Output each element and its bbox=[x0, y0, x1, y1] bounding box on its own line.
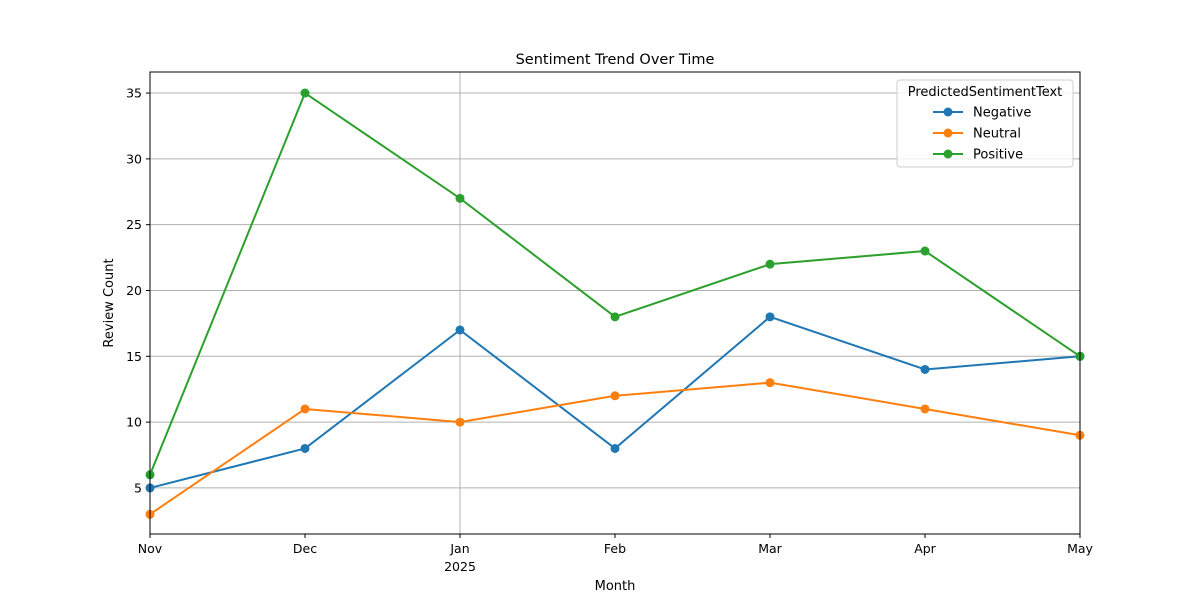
chart-title: Sentiment Trend Over Time bbox=[516, 52, 715, 68]
data-point-neutral bbox=[455, 417, 465, 427]
data-point-negative bbox=[300, 443, 310, 453]
data-point-positive bbox=[610, 312, 620, 322]
y-tick-label: 35 bbox=[126, 86, 142, 101]
legend-marker-negative bbox=[943, 107, 953, 117]
legend-marker-neutral bbox=[943, 128, 953, 138]
series-negative bbox=[145, 312, 1085, 493]
legend-box bbox=[896, 79, 1074, 168]
y-tick-label: 10 bbox=[126, 415, 142, 430]
legend-label-neutral: Neutral bbox=[973, 127, 1021, 142]
data-point-neutral bbox=[300, 404, 310, 414]
y-axis: 5 10 15 20 25 30 35 bbox=[126, 86, 150, 495]
data-point-negative bbox=[455, 325, 465, 335]
data-point-positive bbox=[455, 193, 465, 203]
legend-label-positive: Positive bbox=[973, 148, 1023, 163]
data-point-neutral bbox=[610, 391, 620, 401]
x-tick-label: May bbox=[1067, 541, 1093, 556]
legend-marker-positive bbox=[943, 149, 953, 159]
y-tick-label: 5 bbox=[134, 480, 142, 495]
x-tick-label: Nov bbox=[138, 541, 163, 556]
data-point-negative bbox=[610, 443, 620, 453]
y-tick-label: 20 bbox=[126, 283, 142, 298]
data-point-negative bbox=[920, 364, 930, 374]
y-axis-label: Review Count bbox=[102, 258, 117, 347]
legend: PredictedSentimentText Negative Neutral Pos… bbox=[896, 79, 1074, 168]
x-tick-label: Mar bbox=[758, 541, 782, 556]
series-line-negative bbox=[149, 315, 1081, 489]
legend-title: PredictedSentimentText bbox=[908, 85, 1063, 100]
data-point-negative bbox=[765, 312, 775, 322]
data-point-positive bbox=[765, 259, 775, 269]
data-point-neutral bbox=[920, 404, 930, 414]
series-positive bbox=[145, 88, 1085, 480]
y-tick-label: 30 bbox=[126, 151, 142, 166]
data-point-positive bbox=[300, 88, 310, 98]
x-tick-label: Dec bbox=[293, 541, 317, 556]
x-axis-label: Month bbox=[595, 579, 636, 594]
legend-label-negative: Negative bbox=[973, 106, 1031, 121]
data-point-neutral bbox=[765, 378, 775, 388]
series-neutral bbox=[145, 378, 1085, 519]
y-tick-label: 15 bbox=[126, 349, 142, 364]
x-tick-label: Feb bbox=[604, 541, 626, 556]
y-tick-label: 25 bbox=[126, 217, 142, 232]
data-point-positive bbox=[920, 246, 930, 256]
plot-area bbox=[145, 88, 1085, 519]
x-axis: Nov Dec Jan 2025 Feb Mar Apr May bbox=[138, 534, 1094, 574]
x-tick-year-label: 2025 bbox=[444, 559, 476, 574]
x-tick-label: Apr bbox=[914, 541, 936, 556]
x-tick-label: Jan bbox=[449, 541, 469, 556]
plot-frame bbox=[149, 71, 1081, 535]
